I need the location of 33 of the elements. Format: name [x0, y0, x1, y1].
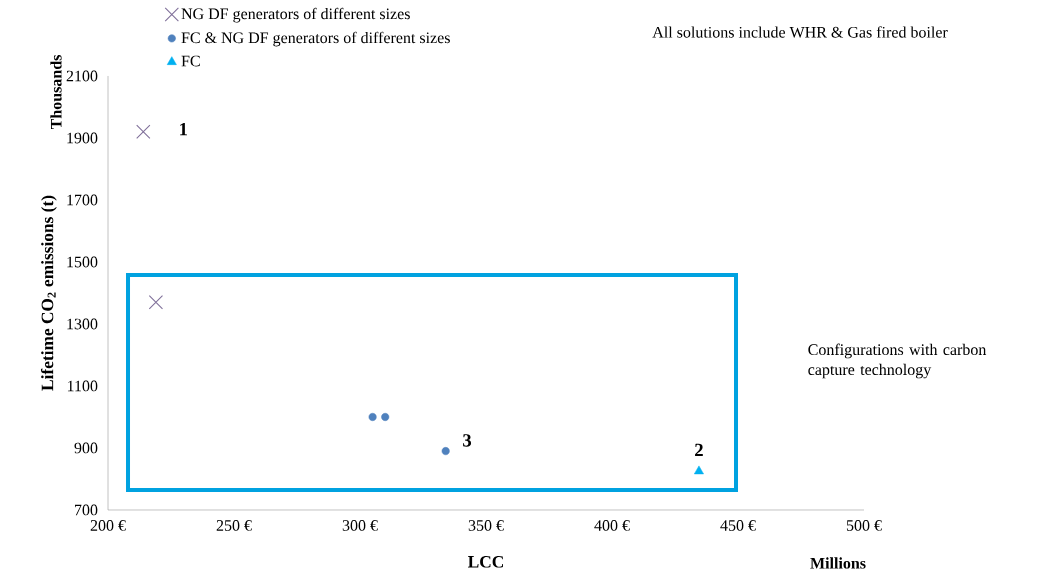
- point: [368, 412, 377, 421]
- y-axis-title: Lifetime CO$_{2}$ emissions (t): [40, 195, 57, 391]
- legend-label: NG DF generators of different sizes: [181, 7, 410, 23]
- x-tick-label: 200 €: [90, 520, 126, 531]
- y-tick-label: 900: [74, 442, 98, 454]
- y-tick-label: 1100: [67, 380, 98, 392]
- x-tick-label: 300 €: [342, 520, 378, 531]
- annotation: 1: [180, 122, 187, 136]
- point: [148, 295, 164, 310]
- legend-label: FC: [181, 55, 200, 67]
- point: [136, 124, 151, 139]
- y-tick-label: 1900: [67, 132, 98, 144]
- text: All solutions include WHR & Gas fired boiler: [652, 26, 948, 38]
- x-tick-label: 250 €: [216, 520, 252, 531]
- y-tick-label: 700: [75, 504, 98, 516]
- point: [381, 412, 390, 421]
- x-tick-label: 500 €: [846, 520, 882, 531]
- annotation: 3: [463, 434, 472, 447]
- text: Thousands: [50, 55, 62, 130]
- y-tick-label: 2100: [66, 70, 98, 82]
- point: [694, 465, 704, 475]
- y-tick-label: 1700: [67, 194, 98, 206]
- annotation: 2: [695, 443, 703, 457]
- point: [441, 447, 450, 456]
- legend-label: FC & NG DF generators of different sizes: [181, 31, 450, 47]
- x-tick-label: 350 €: [468, 520, 504, 531]
- x-tick-label: 450 €: [720, 520, 756, 531]
- y-tick-label: 1300: [67, 318, 98, 330]
- y-tick-label: 1500: [67, 256, 98, 268]
- x-axis-title: LCC: [468, 555, 503, 568]
- text: Millions: [810, 557, 866, 569]
- annotation: Configurations with carbon capture technology: [808, 343, 987, 379]
- x-tick-label: 400 €: [594, 520, 630, 531]
